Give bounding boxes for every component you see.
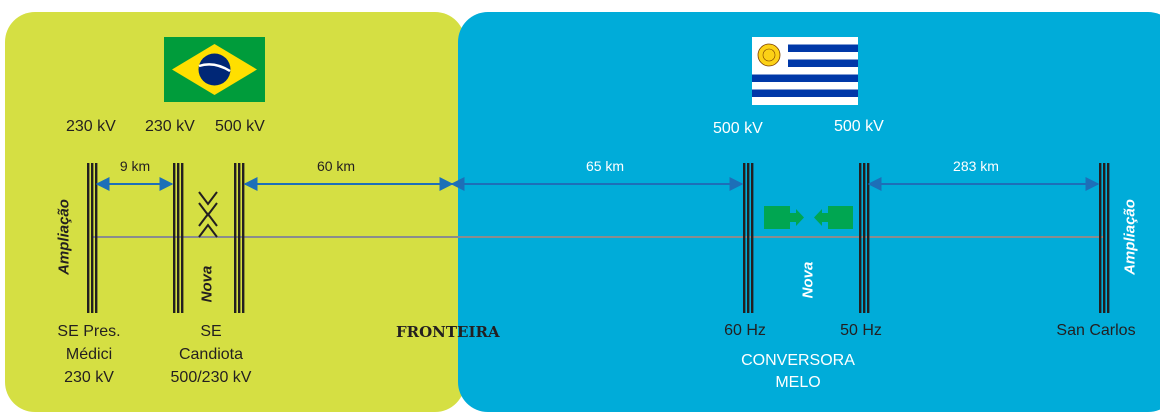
station-line: 230 kV: [64, 369, 114, 386]
converter-block-right: [814, 206, 853, 229]
frequency-label-60hz: 60 Hz: [724, 322, 766, 339]
frequency-label-50hz: 50 Hz: [840, 322, 882, 339]
station-label-pres-medici: SE Pres. Médici 230 kV: [57, 320, 120, 389]
voltage-label-pres-medici: 230 kV: [66, 118, 116, 135]
nova-label-uruguay: Nova: [799, 261, 817, 299]
converter-line: MELO: [775, 374, 821, 391]
voltage-label-melo-50hz: 500 kV: [834, 118, 884, 135]
converter-line: CONVERSORA: [741, 352, 855, 369]
ampliacao-label-brazil: Ampliação: [55, 199, 73, 275]
busbar-melo-50hz: [859, 163, 870, 313]
station-line: SE: [200, 323, 222, 340]
station-label-san-carlos: San Carlos: [1056, 322, 1136, 339]
distance-label-65km: 65 km: [585, 158, 625, 174]
busbar-san-carlos: [1099, 163, 1110, 313]
transformer-symbol: [198, 191, 218, 238]
station-line: Candiota: [178, 346, 244, 363]
busbar-pres-medici: [87, 163, 98, 313]
distance-label-283km: 283 km: [953, 158, 999, 174]
uruguay-flag: [752, 37, 858, 105]
station-line: 500/230 kV: [170, 369, 252, 386]
station-line: SE Pres.: [57, 323, 121, 340]
station-label-candiota: SE Candiota 500/230 kV: [171, 320, 252, 389]
transmission-diagram: [87, 37, 1110, 313]
voltage-label-melo-60hz: 500 kV: [713, 120, 763, 137]
busbar-melo-60hz: [743, 163, 754, 313]
busbar-candiota-230: [173, 163, 184, 313]
busbar-candiota-500: [234, 163, 245, 313]
nova-label-brazil: Nova: [198, 265, 216, 303]
brazil-flag: [164, 37, 265, 102]
station-line: Médici: [65, 346, 113, 363]
distance-label-9km: 9 km: [119, 158, 151, 174]
converter-station-label: CONVERSORA MELO: [741, 350, 855, 394]
voltage-label-candiota-230: 230 kV: [145, 118, 195, 135]
converter-block-left: [764, 206, 804, 229]
voltage-label-candiota-500: 500 kV: [215, 118, 265, 135]
border-label: FRONTEIRA: [396, 323, 500, 341]
distance-label-60km: 60 km: [316, 158, 356, 174]
ampliacao-label-uruguay: Ampliação: [1121, 199, 1139, 275]
